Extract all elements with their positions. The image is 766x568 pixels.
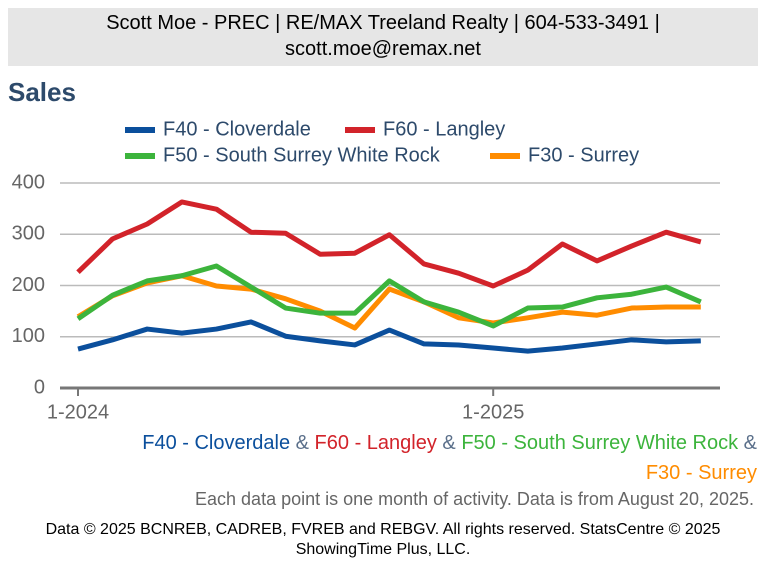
x-tick-label: 1-2024 xyxy=(47,401,109,423)
caption-series-name: F50 - South Surrey White Rock xyxy=(461,432,739,454)
caption-series-name: F30 - Surrey xyxy=(645,462,757,484)
y-tick-label: 300 xyxy=(12,223,45,245)
caption-series-name: F40 - Cloverdale xyxy=(142,432,291,454)
series-line xyxy=(77,319,701,354)
caption: F40 - Cloverdale & F60 - Langley & F50 -… xyxy=(117,428,757,488)
header-bar xyxy=(8,8,758,66)
chart-title: Sales xyxy=(8,77,76,107)
legend-label: F30 - Surrey xyxy=(528,144,639,166)
series-line xyxy=(76,199,702,289)
series-line xyxy=(76,263,702,329)
footer: Data © 2025 BCNREB, CADREB, FVREB and RE… xyxy=(45,521,721,558)
y-tick-label: 100 xyxy=(12,325,45,347)
y-tick-label: 0 xyxy=(34,376,45,398)
y-tick-label: 200 xyxy=(12,274,45,296)
y-tick-label: 400 xyxy=(12,171,45,193)
header: Scott Moe - PREC | RE/MAX Treeland Realt… xyxy=(106,12,660,60)
caption-separator: & xyxy=(295,432,309,454)
legend-label: F50 - South Surrey White Rock xyxy=(163,144,441,166)
legend-label: F40 - Cloverdale xyxy=(163,118,311,140)
caption-series-name: F60 - Langley xyxy=(314,432,437,454)
x-tick-label: 1-2025 xyxy=(462,401,524,423)
caption-separator: & xyxy=(442,432,456,454)
caption-separator: & xyxy=(743,432,757,454)
note: Each data point is one month of activity… xyxy=(195,489,754,509)
legend-label: F60 - Langley xyxy=(383,118,505,140)
